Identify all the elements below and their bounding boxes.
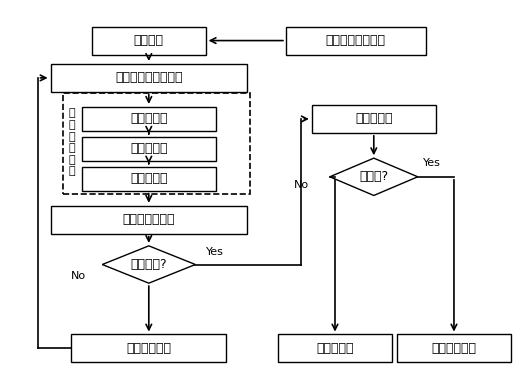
Text: 频
域
切
变
处
理: 频 域 切 变 处 理	[69, 108, 75, 176]
Text: 快速傅里叶变换: 快速傅里叶变换	[123, 213, 175, 226]
FancyBboxPatch shape	[50, 206, 247, 234]
FancyBboxPatch shape	[82, 107, 216, 131]
Text: 雷达回波基带信号: 雷达回波基带信号	[326, 34, 386, 47]
Text: 输出目标轨迹: 输出目标轨迹	[432, 342, 476, 355]
FancyBboxPatch shape	[278, 335, 392, 362]
Text: 初始化切变平移角度: 初始化切变平移角度	[115, 71, 183, 84]
FancyBboxPatch shape	[82, 167, 216, 191]
FancyBboxPatch shape	[92, 27, 206, 55]
FancyBboxPatch shape	[397, 335, 511, 362]
Polygon shape	[330, 158, 418, 196]
Text: 行切变变换: 行切变变换	[130, 172, 167, 185]
Text: No: No	[71, 271, 86, 282]
Text: 过门限?: 过门限?	[359, 170, 388, 183]
Text: 更新切变角度: 更新切变角度	[126, 342, 171, 355]
Text: Yes: Yes	[206, 247, 224, 257]
Polygon shape	[102, 246, 196, 283]
Text: 包络轨迹: 包络轨迹	[134, 34, 164, 47]
FancyBboxPatch shape	[82, 137, 216, 161]
Text: Yes: Yes	[423, 158, 441, 168]
Text: 目标不存在: 目标不存在	[316, 342, 354, 355]
FancyBboxPatch shape	[71, 335, 226, 362]
FancyBboxPatch shape	[50, 64, 247, 92]
Text: 列切变变换: 列切变变换	[130, 142, 167, 155]
FancyBboxPatch shape	[311, 105, 436, 133]
Text: 峰值最大?: 峰值最大?	[131, 258, 167, 271]
Text: 恒虚警检测: 恒虚警检测	[355, 112, 393, 126]
Text: 行切变变换: 行切变变换	[130, 112, 167, 126]
Text: No: No	[294, 180, 309, 190]
FancyBboxPatch shape	[286, 27, 425, 55]
